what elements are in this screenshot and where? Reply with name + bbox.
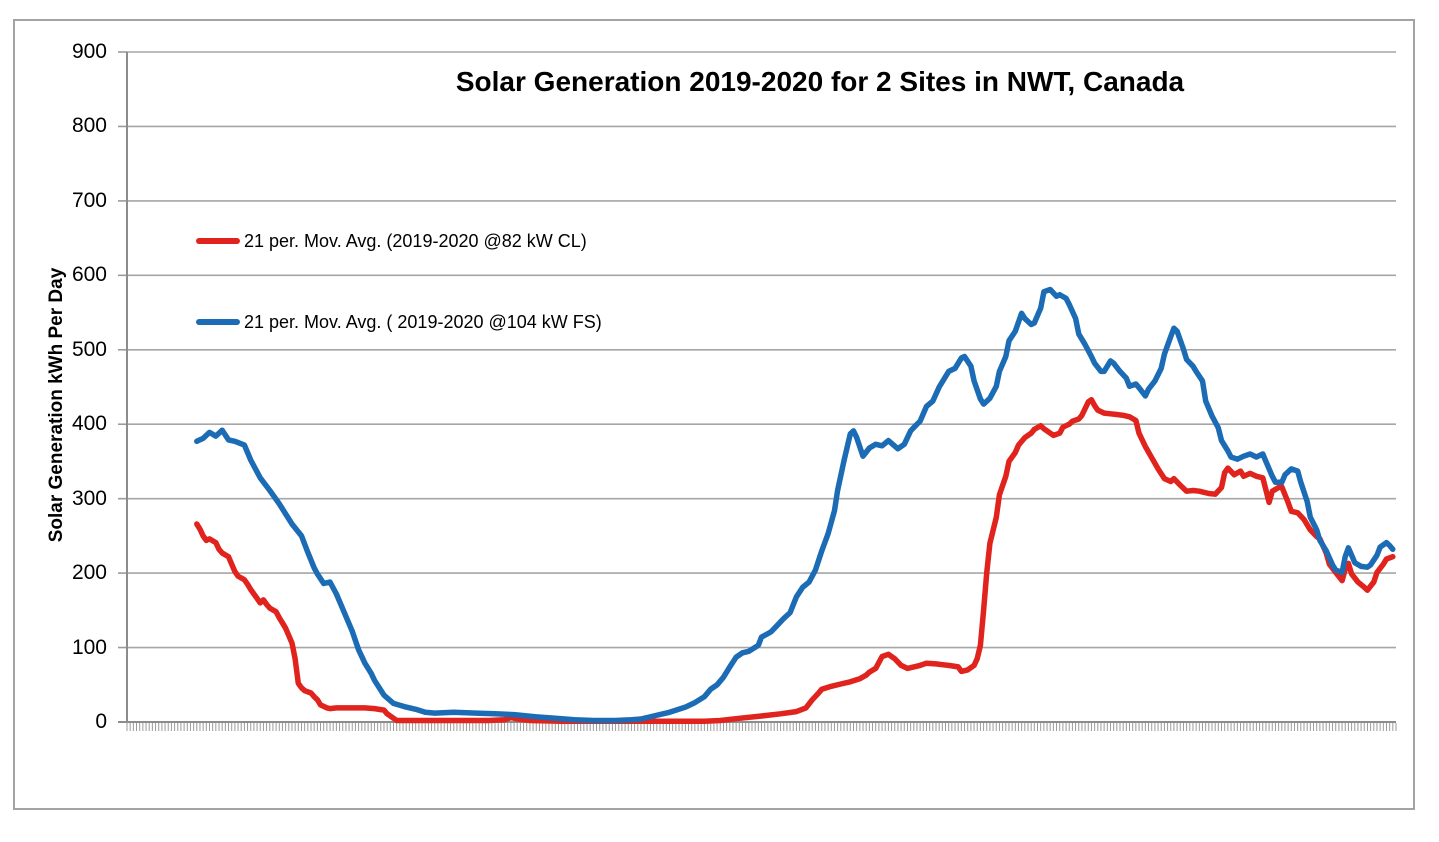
y-axis-tick-marks: [118, 51, 127, 723]
y-axis-tick-label: 600: [71, 263, 107, 287]
y-axis-tick-label: 400: [71, 412, 107, 436]
chart-title: Solar Generation 2019-2020 for 2 Sites i…: [455, 66, 1185, 97]
axes-lines: [118, 52, 1396, 723]
y-axis-tick-label: 700: [71, 188, 107, 212]
y-axis-tick-label: 800: [71, 114, 107, 138]
legend-swatch-blue: [196, 319, 240, 325]
y-axis-tick-label: 200: [71, 561, 107, 585]
figure-border: [13, 19, 1415, 810]
legend-item-fs: 21 per. Mov. Avg. ( 2019-2020 @104 kW FS…: [196, 309, 602, 335]
y-axis-tick-label: 0: [95, 710, 107, 733]
legend-label-fs: 21 per. Mov. Avg. ( 2019-2020 @104 kW FS…: [244, 311, 602, 332]
y-axis-tick-label: 300: [71, 486, 107, 510]
legend-label-cl: 21 per. Mov. Avg. (2019-2020 @82 kW CL): [244, 230, 587, 251]
y-axis-tick-label: 100: [71, 635, 107, 659]
y-axis-tick-label: 900: [71, 40, 107, 63]
x-axis-minor-tick-marks: [126, 723, 1397, 731]
series-lines: [194, 286, 1396, 725]
legend-swatch-red: [196, 238, 240, 244]
legend-item-cl: 21 per. Mov. Avg. (2019-2020 @82 kW CL): [196, 228, 587, 254]
horizontal-gridlines: [127, 51, 1396, 649]
y-axis-tick-label: 500: [71, 337, 107, 361]
